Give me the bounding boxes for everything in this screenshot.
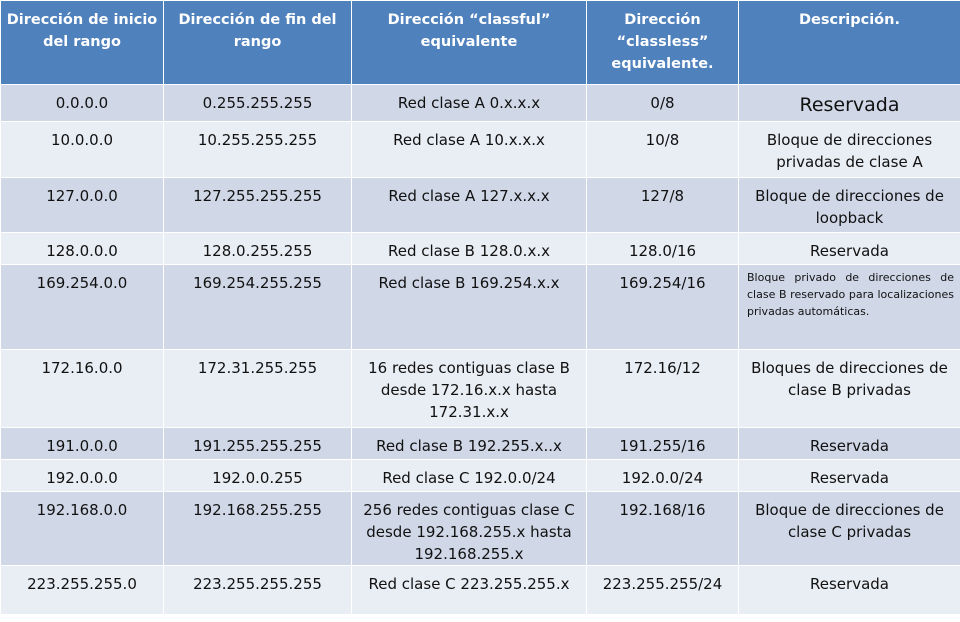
cell-end: 192.0.0.255	[163, 459, 352, 492]
table-row: 127.0.0.0 127.255.255.255 Red clase A 12…	[0, 177, 960, 233]
cell-classless: 172.16/12	[586, 349, 739, 428]
cell-end: 128.0.255.255	[163, 232, 352, 265]
table-row: 169.254.0.0 169.254.255.255 Red clase B …	[0, 264, 960, 350]
cell-description: Reservada	[738, 84, 960, 122]
cell-classful: Red clase A 127.x.x.x	[351, 177, 587, 233]
cell-classless: 10/8	[586, 121, 739, 178]
cell-start: 128.0.0.0	[0, 232, 164, 265]
cell-start: 0.0.0.0	[0, 84, 164, 122]
cell-classless: 127/8	[586, 177, 739, 233]
cell-description: Bloque de direcciones de loopback	[738, 177, 960, 233]
table-row: 191.0.0.0 191.255.255.255 Red clase B 19…	[0, 427, 960, 460]
header-description: Descripción.	[738, 0, 960, 85]
table-row: 192.168.0.0 192.168.255.255 256 redes co…	[0, 491, 960, 566]
cell-description: Bloques de direcciones de clase B privad…	[738, 349, 960, 428]
cell-classful: Red clase B 169.254.x.x	[351, 264, 587, 350]
cell-description: Reservada	[738, 427, 960, 460]
cell-classless: 192.168/16	[586, 491, 739, 566]
cell-end: 0.255.255.255	[163, 84, 352, 122]
table-row: 128.0.0.0 128.0.255.255 Red clase B 128.…	[0, 232, 960, 265]
cell-end: 192.168.255.255	[163, 491, 352, 566]
cell-classless: 223.255.255/24	[586, 565, 739, 615]
cell-classless: 169.254/16	[586, 264, 739, 350]
cell-end: 10.255.255.255	[163, 121, 352, 178]
table-header-row: Dirección de inicio del rango Dirección …	[0, 0, 960, 85]
header-classless: Dirección “classless” equivalente.	[586, 0, 739, 85]
cell-description: Bloque privado de direcciones de clase B…	[738, 264, 960, 350]
cell-classful: Red clase B 192.255.x..x	[351, 427, 587, 460]
header-start-address: Dirección de inicio del rango	[0, 0, 164, 85]
cell-start: 223.255.255.0	[0, 565, 164, 615]
cell-end: 172.31.255.255	[163, 349, 352, 428]
cell-end: 191.255.255.255	[163, 427, 352, 460]
table-row: 192.0.0.0 192.0.0.255 Red clase C 192.0.…	[0, 459, 960, 492]
cell-start: 172.16.0.0	[0, 349, 164, 428]
table-row: 0.0.0.0 0.255.255.255 Red clase A 0.x.x.…	[0, 84, 960, 122]
table-row: 172.16.0.0 172.31.255.255 16 redes conti…	[0, 349, 960, 428]
cell-classless: 191.255/16	[586, 427, 739, 460]
cell-classless: 0/8	[586, 84, 739, 122]
cell-start: 192.0.0.0	[0, 459, 164, 492]
cell-end: 223.255.255.255	[163, 565, 352, 615]
cell-classful: Red clase B 128.0.x.x	[351, 232, 587, 265]
cell-classless: 128.0/16	[586, 232, 739, 265]
cell-start: 192.168.0.0	[0, 491, 164, 566]
cell-description: Reservada	[738, 232, 960, 265]
cell-classful: Red clase A 10.x.x.x	[351, 121, 587, 178]
header-end-address: Dirección de fin del rango	[163, 0, 352, 85]
cell-classful: Red clase C 223.255.255.x	[351, 565, 587, 615]
cell-classful: Red clase C 192.0.0/24	[351, 459, 587, 492]
cell-classful: 16 redes contiguas clase B desde 172.16.…	[351, 349, 587, 428]
cell-description: Bloque de direcciones privadas de clase …	[738, 121, 960, 178]
cell-start: 10.0.0.0	[0, 121, 164, 178]
cell-start: 169.254.0.0	[0, 264, 164, 350]
cell-classful: Red clase A 0.x.x.x	[351, 84, 587, 122]
cell-description: Reservada	[738, 459, 960, 492]
table-row: 10.0.0.0 10.255.255.255 Red clase A 10.x…	[0, 121, 960, 178]
cell-description: Bloque de direcciones de clase C privada…	[738, 491, 960, 566]
cell-classful: 256 redes contiguas clase C desde 192.16…	[351, 491, 587, 566]
cell-description: Reservada	[738, 565, 960, 615]
table-row: 223.255.255.0 223.255.255.255 Red clase …	[0, 565, 960, 615]
cell-start: 191.0.0.0	[0, 427, 164, 460]
cell-end: 127.255.255.255	[163, 177, 352, 233]
cell-classless: 192.0.0/24	[586, 459, 739, 492]
cell-start: 127.0.0.0	[0, 177, 164, 233]
cell-end: 169.254.255.255	[163, 264, 352, 350]
header-classful: Dirección “classful” equivalente	[351, 0, 587, 85]
